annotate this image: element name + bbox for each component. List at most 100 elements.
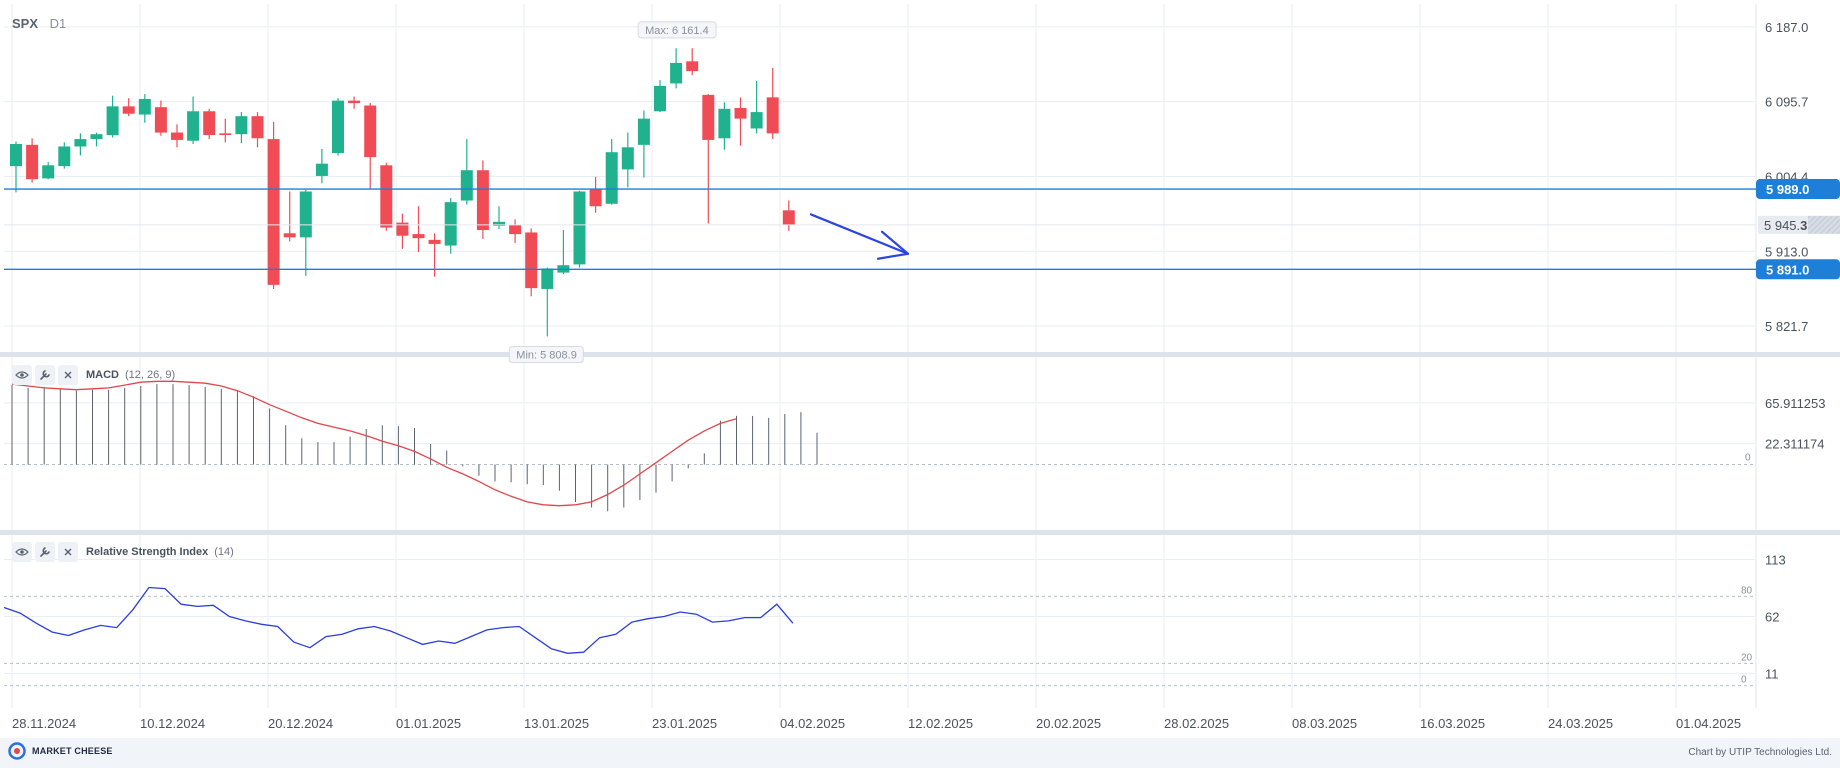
candle-body: [348, 100, 361, 104]
pane-separator: [0, 530, 1840, 535]
price-tick-label: 5 913.0: [1765, 244, 1808, 259]
candle-body: [734, 107, 747, 119]
candle-body: [702, 94, 715, 140]
candle-body: [299, 191, 312, 238]
time-tick-label: 20.12.2024: [268, 716, 333, 731]
candle-body: [573, 191, 586, 265]
current-price-label: 5 945.3: [1764, 218, 1807, 233]
eye-icon: [15, 548, 29, 556]
rsi-visibility-button[interactable]: [12, 542, 32, 562]
candle-body: [766, 97, 779, 134]
candle-body: [106, 106, 119, 136]
candle-body: [686, 61, 699, 72]
level-label: 5 891.0: [1766, 262, 1809, 277]
macd-zero-label: 0: [1745, 453, 1751, 464]
time-tick-label: 01.01.2025: [396, 716, 461, 731]
candle-body: [637, 118, 650, 145]
wrench-icon: [40, 547, 50, 557]
time-axis-band: [0, 708, 1840, 738]
candle-body: [283, 233, 296, 238]
level-label: 5 989.0: [1766, 182, 1809, 197]
level-label-box: [1756, 259, 1840, 280]
candle-body: [718, 108, 731, 139]
macd-visibility-button[interactable]: [12, 365, 32, 385]
eye-icon: [15, 371, 29, 379]
rsi-level-label: 80: [1741, 585, 1753, 596]
candle-body: [154, 107, 167, 133]
min-annotation-box: [508, 346, 584, 364]
candle-body: [90, 134, 103, 140]
rsi-tick-label: 11: [1765, 666, 1779, 681]
candle-body: [444, 202, 457, 246]
candle-body: [782, 210, 795, 226]
time-tick-label: 01.04.2025: [1676, 716, 1741, 731]
candle-body: [605, 152, 618, 204]
close-icon: [64, 371, 72, 379]
candle-body: [42, 165, 55, 179]
candle-body: [380, 165, 393, 228]
candle-body: [235, 116, 248, 135]
macd-settings-button[interactable]: [35, 365, 55, 385]
current-price-main: 5 945.: [1764, 218, 1800, 233]
macd-tick-label: 22.311174: [1765, 437, 1825, 452]
rsi-close-button[interactable]: [58, 542, 78, 562]
candle-body: [58, 146, 71, 167]
time-tick-label: 08.03.2025: [1292, 716, 1357, 731]
macd-close-button[interactable]: [58, 365, 78, 385]
candle-body: [670, 62, 683, 84]
forecast-arrow-head: [876, 230, 910, 260]
candle-body: [171, 132, 183, 140]
price-tick-label: 5 821.7: [1765, 319, 1808, 334]
time-tick-label: 10.12.2024: [140, 716, 205, 731]
level-label-box: [1756, 179, 1840, 200]
timeframe-label: D1: [49, 16, 67, 31]
macd-params: (12, 26, 9): [125, 369, 176, 381]
rsi-name: Relative Strength Index: [86, 546, 209, 558]
max-annotation-label: Max: 6 161.4: [645, 25, 709, 37]
symbol-header: SPX D1: [12, 16, 66, 31]
rsi-level-label: 20: [1741, 652, 1753, 663]
time-tick-label: 28.11.2024: [12, 716, 76, 731]
candle-body: [203, 111, 216, 136]
candle-body: [74, 139, 87, 147]
candle-body: [267, 139, 280, 285]
brand-logo[interactable]: MARKET CHEESE: [8, 742, 113, 760]
rsi-line: [3, 586, 794, 654]
time-tick-label: 04.02.2025: [780, 716, 845, 731]
time-tick-label: 24.03.2025: [1548, 716, 1613, 731]
candle-body: [750, 112, 763, 129]
candle-body: [315, 163, 328, 176]
candle-body: [589, 189, 602, 207]
candle-body: [122, 106, 135, 114]
current-price-hatch: [1808, 215, 1840, 234]
price-tick-label: 6 095.7: [1765, 95, 1808, 110]
cheese-logo-icon: [8, 742, 26, 760]
candle-body: [460, 170, 473, 201]
candle-body: [621, 147, 634, 170]
candle-body: [476, 170, 489, 230]
rsi-tick-label: 113: [1765, 553, 1786, 568]
close-icon: [64, 548, 72, 556]
time-tick-label: 28.02.2025: [1164, 716, 1229, 731]
wrench-icon: [40, 370, 50, 380]
brand-name: MARKET CHEESE: [32, 746, 113, 756]
candle-body: [251, 116, 264, 139]
symbol-name: SPX: [12, 16, 39, 31]
footer-band: [0, 738, 1840, 768]
price-tick-label: 6 187.0: [1765, 20, 1808, 35]
macd-signal-line: [11, 380, 737, 507]
candle-body: [364, 105, 377, 158]
candle-body: [396, 222, 409, 236]
candle-body: [509, 225, 522, 235]
rsi-params: (14): [214, 546, 234, 558]
current-price-box: [1758, 215, 1808, 234]
max-annotation-box: [637, 21, 717, 39]
candle-body: [187, 111, 200, 141]
candle-body: [525, 232, 538, 289]
rsi-settings-button[interactable]: [35, 542, 55, 562]
candle-body: [493, 221, 505, 226]
current-price-last-digit: 3: [1800, 218, 1807, 233]
candle-body: [138, 98, 151, 115]
